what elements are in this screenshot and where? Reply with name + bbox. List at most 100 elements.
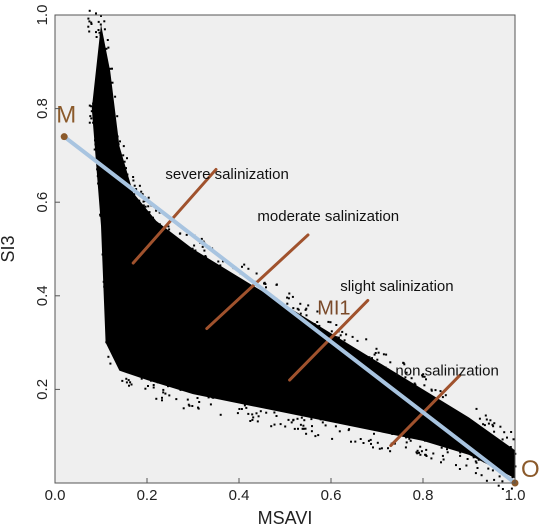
scatter-point — [193, 244, 196, 247]
scatter-point — [508, 454, 511, 457]
scatter-point — [424, 453, 427, 456]
scatter-point — [219, 264, 222, 267]
scatter-point — [95, 12, 97, 15]
scatter-point — [345, 356, 347, 358]
scatter-point — [131, 362, 133, 365]
scatter-point — [243, 263, 246, 266]
scatter-point — [506, 460, 509, 463]
scatter-point — [466, 458, 469, 460]
scatter-point — [198, 401, 201, 403]
scatter-point — [470, 434, 473, 437]
scatter-point — [492, 425, 495, 428]
scatter-point — [386, 368, 389, 371]
boundary-line — [131, 167, 218, 265]
scatter-point — [404, 446, 407, 449]
endpoints: MO — [56, 102, 540, 487]
scatter-point — [480, 474, 483, 477]
scatter-point — [416, 452, 419, 455]
scatter-point — [87, 17, 90, 20]
scatter-point — [503, 431, 506, 434]
scatter-point — [475, 407, 478, 410]
scatter-point — [236, 389, 238, 392]
scatter-point — [317, 434, 320, 437]
scatter-point — [169, 372, 172, 375]
scatter-point — [437, 435, 440, 438]
scatter-point — [275, 283, 278, 286]
zone-annotation: severe salinization — [165, 166, 288, 183]
scatter-point — [109, 67, 112, 70]
endpoint-label: O — [521, 456, 540, 483]
scatter-point — [421, 375, 424, 378]
scatter-point — [387, 447, 389, 450]
scatter-point — [191, 252, 194, 255]
scatter-point — [397, 376, 400, 379]
scatter-point — [241, 265, 243, 268]
scatter-point — [500, 456, 503, 459]
scatter-point — [429, 430, 432, 433]
scatter-point — [274, 395, 277, 398]
scatter-point — [255, 272, 258, 275]
scatter-point — [206, 381, 209, 384]
scatter-point — [99, 214, 102, 217]
scatter-point — [204, 255, 207, 257]
ml-lines — [62, 134, 517, 485]
scatter-point — [130, 383, 133, 386]
ml-line-label: MI1 — [317, 298, 350, 320]
scatter-point — [302, 424, 305, 427]
scatter-point — [316, 321, 319, 323]
scatter-point — [217, 260, 220, 263]
scatter-point — [121, 379, 124, 382]
scatter-point — [488, 456, 491, 458]
scatter-point — [338, 430, 341, 433]
scatter-point — [153, 375, 156, 378]
scatter-point — [219, 274, 222, 276]
scatter-point — [194, 250, 196, 253]
scatter-point — [512, 469, 515, 471]
scatter-point — [369, 438, 372, 441]
scatter-point — [255, 412, 258, 415]
scatter-point — [424, 439, 426, 442]
scatter-point — [139, 375, 142, 378]
scatter-point — [125, 381, 128, 384]
scatter-point — [96, 168, 99, 171]
scatter-point — [108, 333, 111, 336]
scatter-point — [510, 431, 513, 433]
scatter-point — [385, 421, 388, 423]
scatter-point — [191, 405, 194, 407]
scatter-point — [243, 404, 246, 407]
scatter-point — [256, 303, 259, 306]
scatter-point — [145, 224, 148, 227]
scatter-point — [168, 394, 171, 397]
scatter-point — [321, 421, 324, 424]
scatter-point — [448, 438, 451, 441]
scatter-point — [430, 457, 433, 460]
scatter-point — [290, 421, 293, 424]
scatter-point — [239, 401, 241, 403]
scatter-point — [485, 479, 488, 482]
scatter-point — [124, 173, 126, 176]
scatter-point — [270, 425, 273, 428]
scatter-point — [423, 375, 426, 378]
scatter-point — [94, 131, 97, 134]
scatter-point — [474, 472, 477, 475]
scatter-point — [331, 437, 334, 440]
scatter-point — [253, 295, 256, 298]
scatter-point — [315, 404, 317, 407]
scatter-point — [249, 420, 252, 422]
scatter-point — [297, 427, 299, 430]
scatter-point — [138, 371, 141, 374]
scatter-point — [251, 413, 254, 416]
scatter-point — [322, 338, 324, 341]
scatter-point — [265, 286, 267, 289]
scatter-point — [101, 253, 104, 256]
scatter-point — [343, 339, 346, 342]
scatter-point — [410, 387, 413, 390]
scatter-point — [428, 396, 431, 399]
scatter-point — [182, 256, 185, 259]
scatter-point — [122, 154, 125, 157]
scatter-point — [491, 423, 494, 426]
scatter-density — [87, 9, 517, 490]
scatter-point — [140, 190, 143, 193]
scatter-point — [281, 313, 283, 316]
scatter-point — [306, 402, 309, 404]
